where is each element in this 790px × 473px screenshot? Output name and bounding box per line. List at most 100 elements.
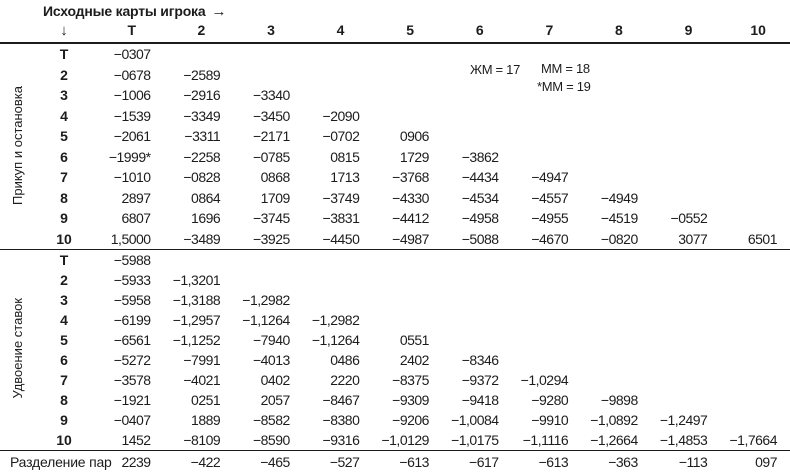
- value-cell: [720, 85, 790, 106]
- section-label: Прикуп и остановка: [0, 43, 34, 250]
- row-label: 7: [60, 372, 68, 388]
- value-cell: −1921: [113, 392, 151, 408]
- value-cell: [651, 330, 721, 350]
- value-cell: [581, 147, 651, 168]
- column-header: Т: [127, 21, 137, 38]
- value-cell: −4534: [461, 189, 499, 206]
- value-cell: −4955: [531, 210, 569, 227]
- table-row: 7 −1010 −0828 0868 1713 −3768 −4434 −4947: [0, 167, 790, 188]
- value-cell: [372, 310, 442, 330]
- row-label: 4: [60, 107, 68, 124]
- value-cell: −1,0175: [451, 432, 499, 448]
- value-cell: [442, 250, 512, 271]
- value-cell: −8590: [252, 432, 290, 448]
- value-cell: [581, 85, 651, 106]
- value-cell: [651, 290, 721, 310]
- value-cell: −1539: [113, 107, 151, 124]
- value-cell: [581, 330, 651, 350]
- value-cell: [720, 65, 790, 86]
- value-cell: −4450: [322, 230, 360, 247]
- value-cell: −6561: [113, 332, 151, 348]
- table-row: 2 −5933 −1,3201: [0, 270, 790, 290]
- value-cell: 1713: [330, 169, 360, 186]
- value-cell: −4958: [461, 210, 499, 227]
- column-header: 10: [750, 21, 766, 38]
- value-cell: [581, 350, 651, 370]
- value-cell: [720, 270, 790, 290]
- value-cell: −9309: [392, 392, 429, 408]
- value-cell: −5958: [113, 292, 151, 308]
- value-cell: −4987: [392, 230, 429, 247]
- value-cell: [651, 250, 721, 271]
- value-cell: −3311: [184, 128, 221, 145]
- table-row: 9 −0407 1889 −8582 −8380 −9206 −1,0084 −9910 −1,…: [0, 410, 790, 430]
- value-cell: −9280: [531, 392, 569, 408]
- value-cell: −1,2982: [242, 292, 290, 308]
- row-label: 9: [60, 210, 68, 227]
- value-cell: [233, 250, 303, 271]
- note-zhm-17: ЖМ = 17: [470, 62, 521, 77]
- value-cell: [651, 188, 721, 209]
- value-cell: [720, 106, 790, 127]
- row-label: 6: [60, 352, 68, 368]
- value-cell: −5272: [113, 352, 151, 368]
- value-cell: −613: [399, 454, 429, 470]
- value-cell: [512, 290, 582, 310]
- row-label: Т: [59, 252, 69, 268]
- value-cell: −8582: [252, 412, 290, 428]
- value-cell: −1,1264: [242, 312, 290, 328]
- value-cell: 097: [755, 454, 777, 470]
- row-label: 5: [60, 332, 68, 348]
- row-label: 6: [60, 148, 68, 165]
- value-cell: −8375: [392, 372, 429, 388]
- column-header: 6: [475, 21, 484, 38]
- value-cell: −0552: [670, 210, 708, 227]
- row-label: 8: [60, 392, 68, 408]
- value-cell: [372, 106, 442, 127]
- value-cell: −1,3201: [172, 272, 221, 288]
- table-row: 6 −5272 −7991 −4013 0486 2402 −8346: [0, 350, 790, 370]
- value-cell: −9898: [600, 392, 638, 408]
- value-cell: −1,2982: [311, 312, 360, 328]
- note-mm-19: *ММ = 19: [537, 79, 591, 94]
- value-cell: 1696: [191, 210, 221, 227]
- table-row: 4 −6199 −1,2957 −1,1264 −1,2982: [0, 310, 790, 330]
- value-cell: [512, 126, 582, 147]
- value-cell: −3340: [252, 87, 290, 104]
- value-cell: [372, 85, 442, 106]
- table-row: 5 −2061 −3311 −2171 −0702 0906: [0, 126, 790, 147]
- table-row: 2 −0678 −2589: [0, 65, 790, 86]
- table-row: 6 −1999* −2258 −0785 0815 1729 −3862: [0, 147, 790, 168]
- value-cell: [581, 290, 651, 310]
- value-cell: −2171: [252, 128, 290, 145]
- value-cell: 6807: [121, 210, 151, 227]
- table-row: 3 −5958 −1,3188 −1,2982: [0, 290, 790, 310]
- section-label-text: Удвоение ставок: [9, 298, 25, 399]
- value-cell: −2258: [183, 148, 221, 165]
- table-row: Разделение пар 2239 −422 −465 −527 −613 −617 −6…: [0, 451, 790, 473]
- value-cell: 0815: [330, 148, 360, 165]
- row-label: 10: [56, 230, 72, 247]
- section-split-pairs: Разделение пар 2239 −422 −465 −527 −613 −617 −6…: [0, 451, 790, 473]
- value-cell: [651, 370, 721, 390]
- value-cell: [581, 167, 651, 188]
- value-cell: −3862: [461, 148, 499, 165]
- row-label: 3: [60, 292, 68, 308]
- table-row: 3 −1006 −2916 −3340: [0, 85, 790, 106]
- table-row: 8 2897 0864 1709 −3749 −4330 −4534 −4557 −4949: [0, 188, 790, 209]
- value-cell: −9418: [461, 392, 499, 408]
- table-header: Исходные карты игрока →: [0, 0, 790, 20]
- value-cell: −1,2497: [659, 412, 708, 428]
- value-cell: [233, 65, 303, 86]
- value-cell: [720, 330, 790, 350]
- value-cell: [581, 126, 651, 147]
- value-cell: −9316: [322, 432, 360, 448]
- table-row: 4 −1539 −3349 −3450 −2090: [0, 106, 790, 127]
- value-cell: −3749: [322, 189, 360, 206]
- value-cell: 0864: [191, 189, 221, 206]
- value-cell: [442, 85, 512, 106]
- value-cell: −5988: [113, 252, 151, 268]
- row-label: 2: [60, 66, 68, 83]
- value-cell: [720, 310, 790, 330]
